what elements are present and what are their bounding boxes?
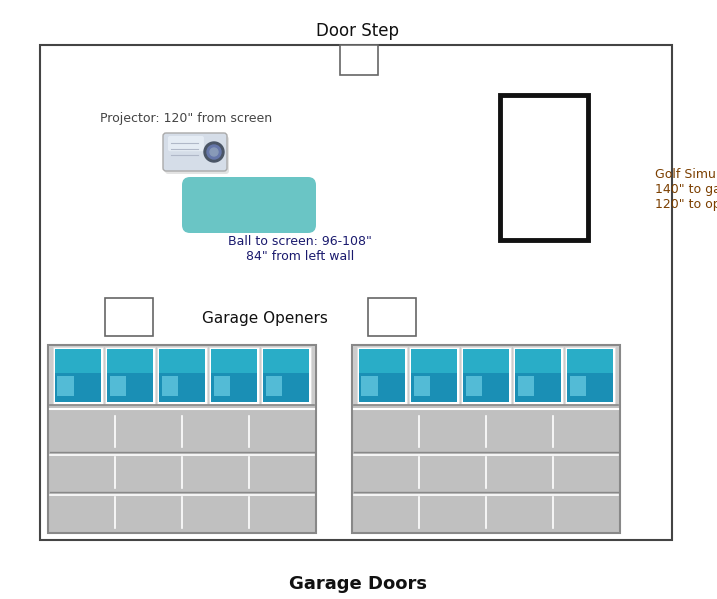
Bar [567,373,613,401]
Bar [358,349,405,374]
Bar [214,376,230,397]
Bar [40,45,672,540]
Bar [107,349,153,374]
Bar [159,373,205,401]
Text: Door Step: Door Step [316,22,399,40]
Bar [409,347,459,404]
FancyBboxPatch shape [163,133,227,171]
Bar [358,373,405,401]
Bar [361,376,378,397]
Bar [157,347,207,404]
Bar [263,373,309,401]
Circle shape [207,145,221,159]
Bar [209,347,260,404]
Bar [411,373,457,401]
FancyBboxPatch shape [182,177,316,233]
Bar [356,347,407,404]
Bar [54,373,101,401]
Bar [567,349,613,374]
Bar [414,376,429,397]
Bar [340,45,378,75]
Bar [570,376,586,397]
Text: Garage Openers: Garage Openers [202,310,328,325]
Bar [54,349,101,374]
Bar [105,347,155,404]
Bar [53,347,103,404]
Bar [261,347,311,404]
Text: Garage Doors: Garage Doors [289,575,427,593]
Text: Golf Simulator:
140" to garage frame
120" to opener: Golf Simulator: 140" to garage frame 120… [655,168,717,211]
FancyBboxPatch shape [168,136,204,151]
Bar [263,349,309,374]
Bar [105,298,153,336]
Circle shape [204,142,224,162]
Text: Ball to screen: 96-108"
84" from left wall: Ball to screen: 96-108" 84" from left wa… [228,235,372,263]
Bar [161,376,178,397]
Bar [411,349,457,374]
Bar [515,373,561,401]
Bar [266,376,282,397]
Bar [368,298,416,336]
Bar [463,373,509,401]
Bar [518,376,534,397]
Bar [463,349,509,374]
Bar [107,373,153,401]
FancyBboxPatch shape [165,136,229,174]
Bar [500,95,588,240]
Bar [49,346,315,405]
Circle shape [210,148,218,156]
Bar [515,349,561,374]
Bar [57,376,74,397]
Bar [211,349,257,374]
Bar [211,373,257,401]
Bar [352,345,620,533]
Bar [110,376,125,397]
Bar [513,347,563,404]
Text: Projector: 120" from screen: Projector: 120" from screen [100,112,272,125]
Bar [48,345,316,533]
Bar [159,349,205,374]
Bar [565,347,615,404]
Bar [353,346,619,405]
Bar [461,347,511,404]
Bar [465,376,482,397]
